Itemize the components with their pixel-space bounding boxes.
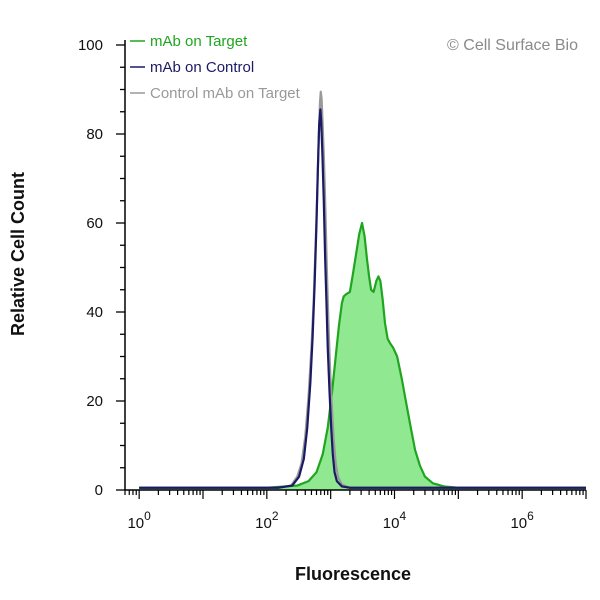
legend-label: mAb on Control xyxy=(150,59,254,76)
legend: mAb on Target mAb on Control Control mAb o… xyxy=(130,33,301,102)
series-line-2 xyxy=(139,90,586,489)
series-fill-0 xyxy=(139,223,586,490)
y-tick-label: 40 xyxy=(86,304,103,321)
y-axis-title: Relative Cell Count xyxy=(8,172,28,336)
legend-label: mAb on Target xyxy=(150,33,248,50)
x-tick-label: 104 xyxy=(383,509,407,532)
legend-label: Control mAb on Target xyxy=(150,85,301,102)
series-line-1 xyxy=(139,108,586,489)
x-axis-title: Fluorescence xyxy=(295,564,411,584)
y-tick-label: 100 xyxy=(78,37,103,54)
legend-item: Control mAb on Target xyxy=(130,85,301,102)
y-tick-label: 80 xyxy=(86,126,103,143)
x-tick-label: 100 xyxy=(127,509,151,532)
watermark-text: © Cell Surface Bio xyxy=(447,37,578,54)
legend-item: mAb on Target xyxy=(130,33,248,50)
y-tick-label: 20 xyxy=(86,393,103,410)
x-tick-label: 106 xyxy=(510,509,534,532)
axes-layer: 0 20 40 60 80 100 100 102 104 106 xyxy=(78,37,587,532)
y-tick-label: 60 xyxy=(86,215,103,232)
series-layer xyxy=(139,90,586,490)
y-tick-label: 0 xyxy=(95,482,103,499)
x-tick-label: 102 xyxy=(255,509,279,532)
legend-item: mAb on Control xyxy=(130,59,254,76)
